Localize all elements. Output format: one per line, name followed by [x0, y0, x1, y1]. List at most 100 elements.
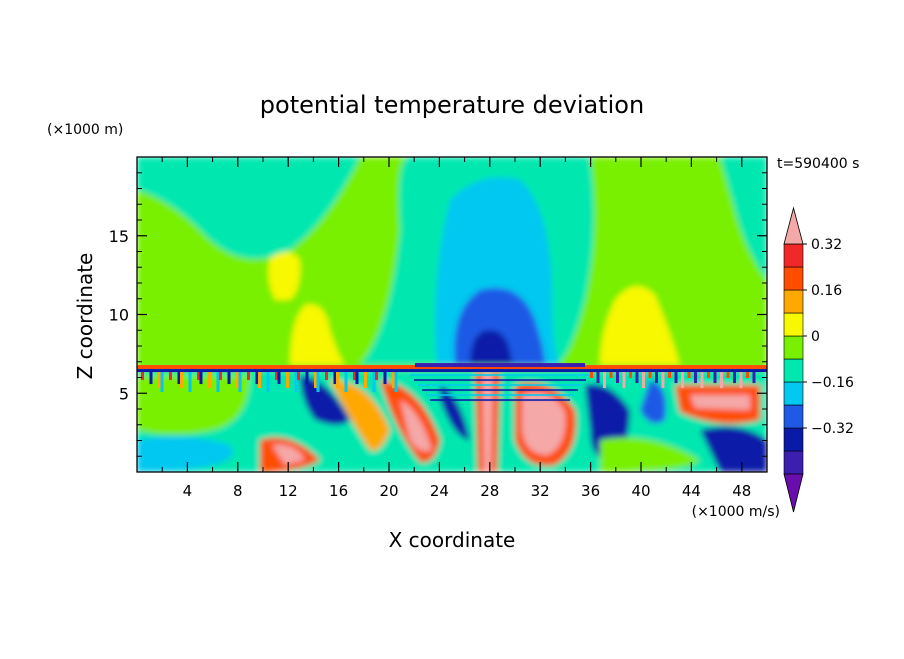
- noise-mark: [590, 372, 593, 379]
- colorbar-segment: [783, 289, 804, 314]
- noise-mark: [158, 372, 161, 389]
- noise-mark: [694, 372, 697, 384]
- colorbar-extend-min: [783, 473, 804, 513]
- noise-mark: [752, 372, 756, 384]
- x-tick-label: 8: [233, 482, 243, 500]
- interface-band: [137, 369, 767, 373]
- colorbar-segment: [783, 266, 804, 291]
- noise-mark: [353, 372, 356, 381]
- noise-mark: [383, 372, 387, 385]
- x-tick-label: 48: [732, 482, 751, 500]
- noise-mark: [616, 372, 619, 384]
- x-tick-label: 20: [379, 482, 398, 500]
- noise-mark: [141, 372, 144, 381]
- contour-region: [470, 330, 512, 365]
- contour-region: [700, 426, 767, 472]
- contour-field: [137, 157, 767, 472]
- noise-mark: [208, 372, 211, 389]
- y-tick-label: 10: [109, 306, 129, 325]
- colorbar-label: −0.32: [811, 421, 854, 437]
- noise-mark: [394, 372, 398, 393]
- contour-region: [600, 437, 700, 472]
- contour-region: [720, 157, 767, 280]
- noise-mark: [603, 372, 606, 389]
- noise-mark: [333, 372, 337, 385]
- noise-mark: [596, 372, 600, 384]
- contour-region: [522, 392, 566, 455]
- contour-region: [137, 436, 234, 472]
- noise-mark: [286, 372, 289, 389]
- noise-mark: [661, 372, 665, 389]
- noise-mark: [227, 372, 231, 385]
- noise-mark: [316, 372, 320, 393]
- noise-mark: [687, 372, 691, 379]
- ripple-line: [422, 389, 578, 392]
- colorbar-extend-max: [783, 206, 804, 245]
- ripple-line: [426, 394, 574, 397]
- noise-mark: [700, 372, 704, 389]
- colorbar-segment: [783, 335, 804, 360]
- x-axis-label: X coordinate: [389, 528, 516, 552]
- noise-mark: [160, 372, 164, 393]
- x-tick-label: 44: [682, 482, 701, 500]
- noise-mark: [314, 372, 317, 389]
- contour-region: [290, 304, 345, 365]
- ripple-line: [418, 384, 582, 387]
- noise-mark: [707, 372, 710, 379]
- noise-mark: [238, 372, 242, 393]
- noise-mark: [655, 372, 658, 384]
- noise-mark: [733, 372, 736, 384]
- ripple-line: [410, 374, 590, 377]
- noise-mark: [255, 372, 259, 385]
- ripple-line: [414, 379, 586, 382]
- noise-mark: [642, 372, 645, 389]
- x-tick-label: 32: [531, 482, 550, 500]
- contour-region: [137, 375, 250, 435]
- x-tick-label: 24: [430, 482, 449, 500]
- noise-mark: [305, 372, 309, 385]
- x-unit-label: (×1000 m/s): [692, 504, 780, 520]
- colorbar-label: 0.32: [811, 237, 842, 253]
- colorbar-label: 0.16: [811, 283, 842, 299]
- contour-region: [640, 380, 666, 424]
- colorbar-segment: [783, 427, 804, 452]
- noise-mark: [392, 372, 395, 389]
- noise-mark: [372, 372, 376, 393]
- contour-region: [400, 400, 432, 452]
- y-unit-label: (×1000 m): [47, 122, 123, 138]
- noise-mark: [247, 372, 250, 381]
- contour-region: [268, 251, 301, 300]
- noise-mark: [199, 372, 203, 385]
- chart-title: potential temperature deviation: [260, 91, 644, 119]
- x-tick-label: 28: [480, 482, 499, 500]
- noise-mark: [188, 372, 192, 393]
- noise-mark: [266, 372, 270, 393]
- contour-region: [690, 395, 750, 410]
- contour-region: [600, 286, 680, 365]
- noise-mark: [336, 372, 339, 389]
- noise-mark: [197, 372, 200, 381]
- x-tick-label: 4: [183, 482, 193, 500]
- noise-mark: [344, 372, 348, 393]
- noise-mark: [674, 372, 678, 384]
- contour-region: [440, 385, 470, 440]
- colorbar-segment: [783, 243, 804, 268]
- noise-mark: [275, 372, 278, 381]
- colorbar-segment: [783, 450, 804, 475]
- x-tick-label: 36: [581, 482, 600, 500]
- noise-mark: [720, 372, 723, 389]
- noise-mark: [169, 372, 172, 381]
- contour-region: [272, 444, 305, 465]
- y-tick-label: 15: [109, 227, 129, 246]
- noise-mark: [622, 372, 626, 389]
- contour-region: [330, 380, 390, 451]
- noise-mark: [648, 372, 652, 379]
- noise-mark: [258, 372, 261, 389]
- ripple-line: [430, 399, 570, 402]
- noise-mark: [713, 372, 717, 384]
- colorbar-label: 0: [811, 329, 820, 345]
- x-tick-label: 16: [329, 482, 348, 500]
